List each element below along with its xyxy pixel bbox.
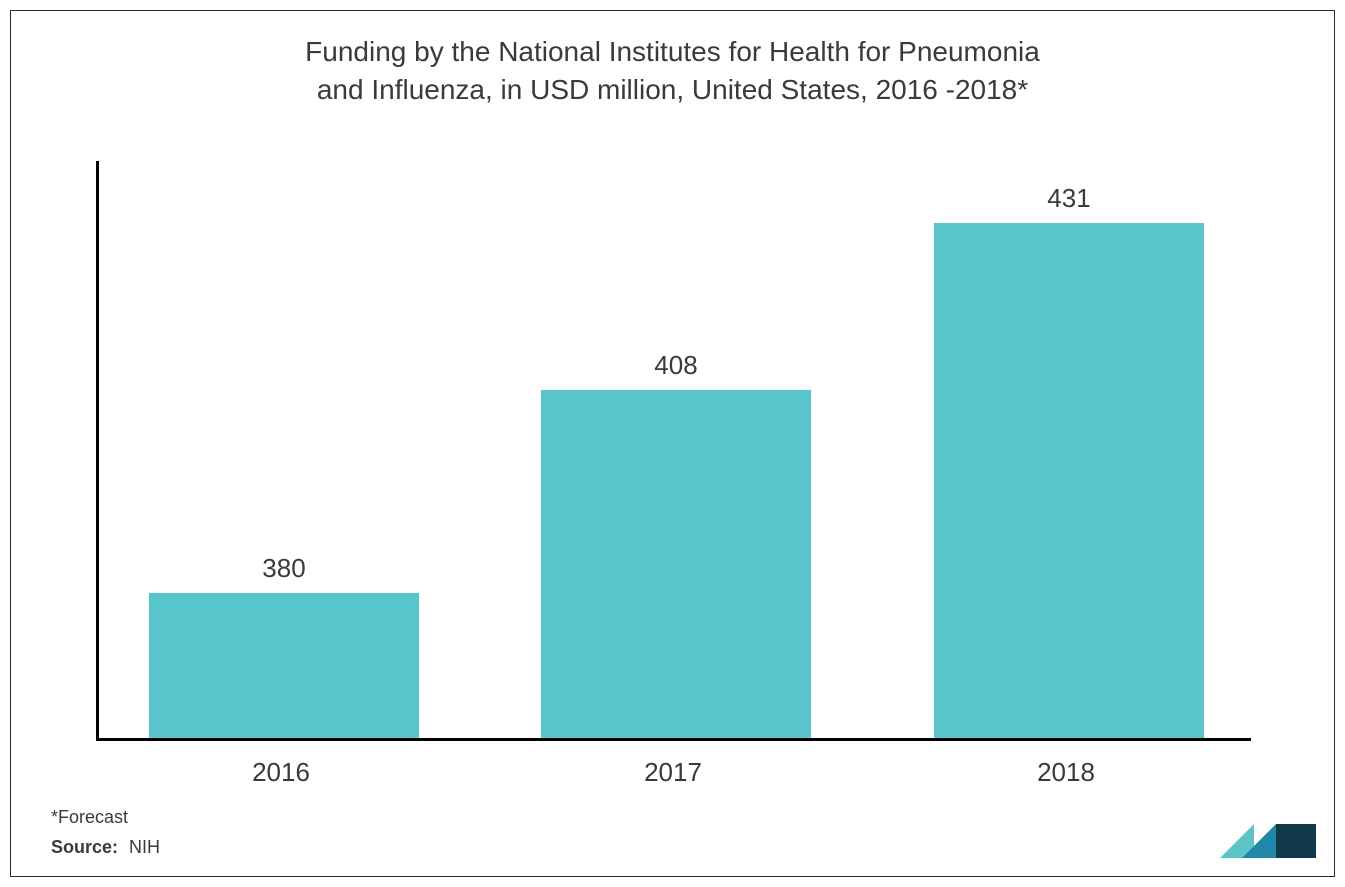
source-line: Source: NIH [51,837,160,858]
bar-2018: 431 [934,223,1204,738]
x-label-2018: 2018 [931,757,1201,788]
chart-title-line2: and Influenza, in USD million, United St… [317,74,1028,105]
chart-frame: Funding by the National Institutes for H… [10,10,1335,877]
bar-value-2017: 408 [541,350,811,381]
bar-value-2018: 431 [934,183,1204,214]
x-label-2016: 2016 [146,757,416,788]
x-label-2017: 2017 [538,757,808,788]
chart-plot-area: 380 408 431 [96,161,1251,741]
source-value: NIH [129,837,160,857]
brand-logo-icon [1220,824,1316,858]
bar-2017: 408 [541,390,811,738]
bar-2016: 380 [149,593,419,738]
footnote-forecast: *Forecast [51,807,128,828]
chart-title-line1: Funding by the National Institutes for H… [305,36,1040,67]
bar-value-2016: 380 [149,553,419,584]
chart-title: Funding by the National Institutes for H… [11,33,1334,109]
source-label: Source: [51,837,118,857]
